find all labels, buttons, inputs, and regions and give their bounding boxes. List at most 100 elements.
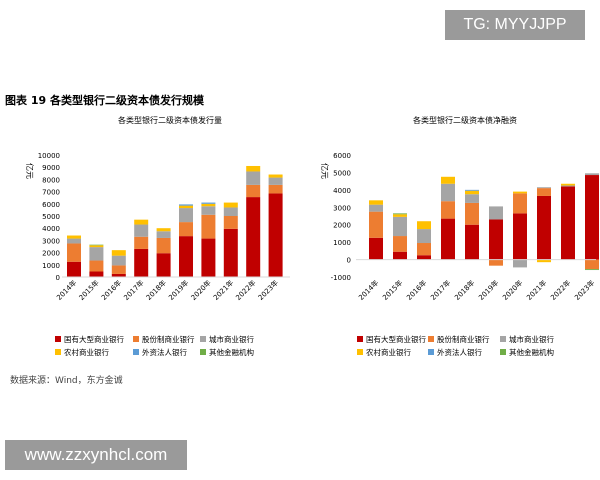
legend-swatch (55, 336, 61, 342)
legend-item: 城市商业银行 (500, 334, 554, 344)
bar-segment (201, 238, 216, 277)
y-tick-label: 9000 (42, 164, 60, 172)
legend-swatch (55, 349, 61, 355)
bar-segment (246, 171, 261, 185)
chart-title: 各类型银行二级资本债发行量 (118, 115, 222, 125)
bar-segment (111, 250, 126, 256)
bar-segment (179, 236, 193, 277)
bar-segment (369, 211, 383, 238)
x-tick-label: 2022年 (548, 278, 572, 302)
bar-segment (441, 183, 455, 202)
x-tick-label: 2022年 (234, 278, 258, 302)
bar-segment (179, 208, 193, 223)
bar-segment (585, 173, 599, 176)
bar-segment (179, 205, 193, 209)
bar-segment (246, 165, 261, 172)
legend-item: 农村商业银行 (357, 347, 411, 357)
bar-segment (393, 251, 407, 260)
bar-segment (223, 207, 238, 216)
bar-segment (465, 202, 479, 225)
x-tick-label: 2015年 (77, 278, 101, 302)
bar-segment (246, 184, 261, 198)
bar-segment (513, 259, 527, 268)
x-tick-label: 2014年 (356, 278, 380, 302)
y-tick-label: 8000 (42, 176, 60, 184)
legend-label: 外资法人银行 (142, 347, 187, 357)
x-tick-label: 2019年 (166, 278, 190, 302)
bar-segment (89, 271, 104, 277)
bar-segment (561, 183, 575, 186)
site-watermark: www.zzxynhcl.com (5, 440, 187, 470)
bar-segment (369, 237, 383, 260)
bar-segment (201, 203, 216, 207)
bar-segment (111, 265, 126, 274)
legend-swatch (200, 336, 206, 342)
legend-label: 其他金融机构 (209, 347, 254, 357)
y-tick-label: -1000 (331, 274, 351, 282)
x-tick-label: 2015年 (380, 278, 404, 302)
legend-swatch (500, 349, 506, 355)
bar-segment (89, 244, 104, 246)
bar-segment (201, 202, 216, 204)
y-tick-label: 4000 (333, 187, 351, 195)
y-tick-label: 6000 (42, 201, 60, 209)
legend-swatch (133, 336, 139, 342)
legend-item: 农村商业银行 (55, 347, 109, 357)
bar-segment (393, 214, 407, 217)
y-tick-label: 6000 (333, 152, 351, 160)
bar-segment (417, 221, 431, 230)
bar-segment (489, 206, 503, 220)
legend-label: 国有大型商业银行 (366, 334, 426, 344)
bar-segment (67, 261, 81, 277)
x-tick-label: 2017年 (122, 278, 146, 302)
bar-segment (369, 204, 383, 212)
bar-segment (134, 219, 149, 225)
bar-segment (111, 273, 126, 277)
legend-label: 国有大型商业银行 (64, 334, 124, 344)
bar-segment (513, 193, 527, 214)
y-tick-label: 4000 (42, 225, 60, 233)
legend-item: 股份制商业银行 (428, 334, 490, 344)
bar-segment (67, 235, 81, 239)
y-tick-label: 1000 (333, 239, 351, 247)
bar-segment (156, 237, 171, 254)
y-axis-label: 亿元 (25, 163, 35, 179)
bar-segment (89, 247, 104, 261)
x-tick-label: 2021年 (524, 278, 548, 302)
bar-segment (417, 255, 431, 260)
y-tick-label: 5000 (333, 169, 351, 177)
legend-label: 股份制商业银行 (142, 334, 195, 344)
bar-segment (513, 191, 527, 194)
bar-segment (111, 255, 126, 266)
y-tick-label: 2000 (42, 250, 60, 258)
bar-segment (585, 269, 599, 271)
bar-segment (561, 185, 575, 187)
bar-segment (67, 243, 81, 262)
bar-segment (201, 214, 216, 239)
y-tick-label: 10000 (38, 152, 60, 160)
legend-label: 其他金融机构 (509, 347, 554, 357)
y-tick-label: 3000 (333, 204, 351, 212)
x-tick-label: 2018年 (144, 278, 168, 302)
y-tick-label: 5000 (42, 213, 60, 221)
bar-segment (585, 259, 599, 270)
legend-label: 农村商业银行 (64, 347, 109, 357)
figure-title: 图表 19 各类型银行二级资本债发行规模 (5, 94, 204, 107)
legend-item: 其他金融机构 (200, 347, 254, 357)
bar-segment (537, 259, 551, 263)
bar-segment (393, 236, 407, 252)
y-tick-label: 0 (56, 274, 60, 282)
bar-segment (537, 195, 551, 260)
chart-title: 各类型银行二级资本债净融资 (413, 115, 517, 125)
bar-segment (89, 260, 104, 272)
bar-segment (89, 245, 104, 248)
bar-segment (179, 204, 193, 206)
source-note: 数据来源：Wind，东方金诚 (10, 376, 123, 386)
x-tick-label: 2020年 (500, 278, 524, 302)
legend-label: 外资法人银行 (437, 347, 482, 357)
legend-swatch (357, 349, 363, 355)
legend-item: 国有大型商业银行 (357, 334, 426, 344)
bar-segment (223, 216, 238, 229)
